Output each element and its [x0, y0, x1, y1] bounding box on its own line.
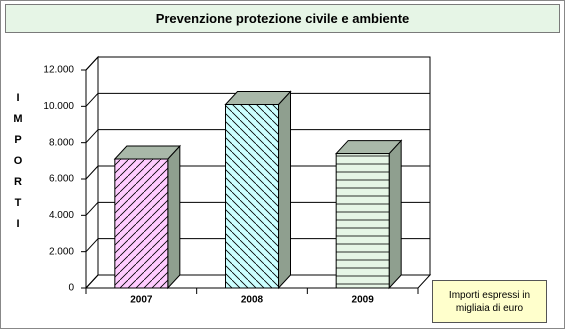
- bar: [335, 153, 390, 289]
- grid-line: [85, 201, 99, 216]
- grid-line: [85, 56, 99, 71]
- y-tick-label: 12.000: [43, 65, 74, 76]
- y-tick-label: 0: [68, 283, 74, 294]
- y-tick-label: 4.000: [49, 210, 74, 221]
- bar-side: [388, 139, 402, 290]
- chart-title: Prevenzione protezione civile e ambiente: [5, 4, 560, 33]
- x-tick-label: 2008: [241, 295, 264, 306]
- bar-top: [224, 91, 292, 106]
- bar: [114, 158, 169, 289]
- bar-top: [113, 145, 181, 160]
- y-axis-label: IMPORTI: [12, 92, 24, 239]
- annotation: Importi espressi in migliaia di euro: [432, 280, 547, 323]
- y-tick-label: 8.000: [49, 137, 74, 148]
- bar-top: [335, 140, 403, 155]
- y-tick-label: 2.000: [49, 246, 74, 257]
- bar-side: [167, 144, 181, 290]
- grid-line: [85, 92, 99, 107]
- bar: [225, 104, 279, 289]
- grid-line: [85, 129, 99, 144]
- x-tick-label: 2009: [352, 295, 375, 306]
- x-tick-label: 2007: [130, 295, 153, 306]
- grid-line: [85, 274, 99, 289]
- grid-line: [85, 238, 99, 253]
- y-tick-label: 10.000: [43, 101, 74, 112]
- y-tick-label: 6.000: [49, 174, 74, 185]
- grid-line: [85, 165, 99, 180]
- bar-side: [278, 90, 291, 290]
